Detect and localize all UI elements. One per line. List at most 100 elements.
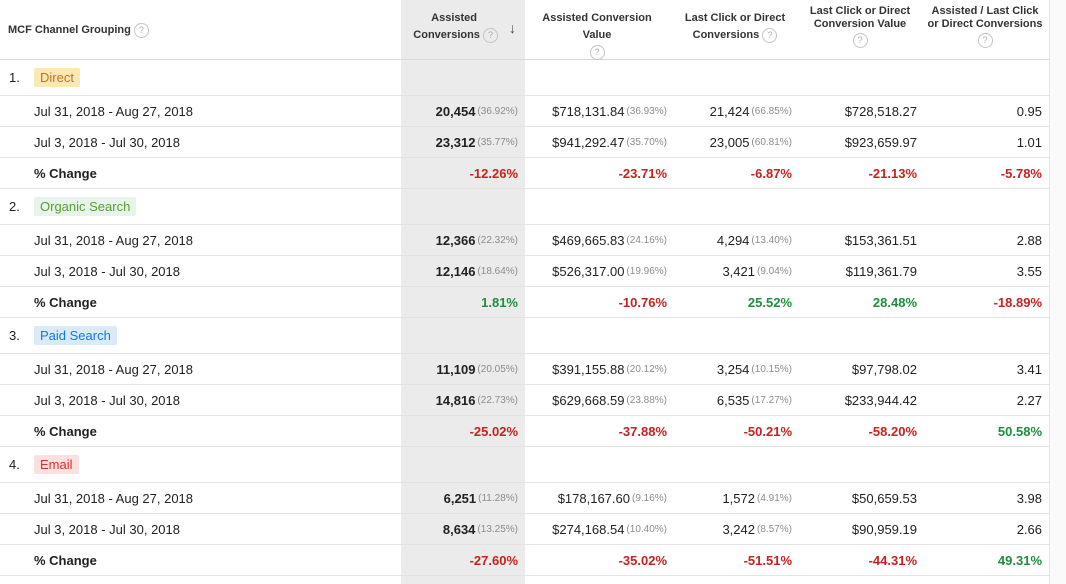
- value: 8,634: [442, 521, 476, 537]
- value: $629,668.59: [552, 392, 625, 408]
- header-assisted-conversions[interactable]: Assisted Conversions ?: [400, 10, 498, 44]
- value: 3.98: [1016, 490, 1042, 506]
- value: 0.95: [1016, 103, 1042, 119]
- table-row: Jul 3, 2018 - Jul 30, 2018 14,816 (22.73%)…: [0, 385, 1049, 416]
- date-range-label: Jul 3, 2018 - Jul 30, 2018: [34, 521, 180, 537]
- header-mcf-channel-grouping[interactable]: MCF Channel Grouping ?: [8, 22, 149, 39]
- value: -18.89%: [993, 294, 1042, 310]
- cell-lcc: 21,424 (66.85%): [675, 96, 792, 126]
- value: 23,312: [435, 134, 476, 150]
- channel-name[interactable]: Paid Search: [34, 326, 117, 345]
- cell-ac: 1.81%: [401, 287, 518, 317]
- cell-lcc: 3,421 (9.04%): [675, 256, 792, 286]
- cell-acv: $178,167.60 (9.16%): [525, 483, 667, 513]
- value: 50.58%: [997, 423, 1042, 439]
- help-icon[interactable]: ?: [977, 33, 993, 48]
- cell-lcv: $97,798.02: [800, 354, 917, 384]
- value: -25.02%: [469, 423, 518, 439]
- value: 23,005: [709, 134, 750, 150]
- percent-change-label: % Change: [34, 294, 97, 310]
- cell-lcv: $233,944.42: [800, 385, 917, 415]
- cell-ac: 11,109 (20.05%): [401, 354, 518, 384]
- percent-of-total: (24.16%): [626, 234, 667, 246]
- help-icon[interactable]: ?: [589, 44, 605, 60]
- value: 3.55: [1016, 263, 1042, 279]
- cell-ac: 8,634 (13.25%): [401, 514, 518, 544]
- value: 49.31%: [997, 552, 1042, 568]
- cell-ac: -27.60%: [401, 545, 518, 575]
- group-row[interactable]: 2. Organic Search: [0, 189, 1049, 225]
- help-icon[interactable]: ?: [852, 33, 868, 48]
- value: -58.20%: [868, 423, 917, 439]
- cell-ratio: 2.88: [925, 225, 1042, 255]
- value: 3,242: [722, 521, 755, 537]
- group-row[interactable]: 4. Email: [0, 447, 1049, 483]
- value: $97,798.02: [851, 361, 917, 377]
- cell-ratio: 0.95: [925, 96, 1042, 126]
- value: -12.26%: [469, 165, 518, 181]
- help-icon[interactable]: ?: [133, 22, 149, 38]
- help-icon[interactable]: ?: [762, 27, 778, 43]
- value: 2.27: [1016, 392, 1042, 408]
- group-row[interactable]: 1. Direct: [0, 60, 1049, 96]
- value: $274,168.54: [552, 521, 625, 537]
- cell-ratio: 3.41: [925, 354, 1042, 384]
- cell-lcv: $923,659.97: [800, 127, 917, 157]
- value: -51.51%: [743, 552, 792, 568]
- cell-ac: 14,816 (22.73%): [401, 385, 518, 415]
- cell-ac: -12.26%: [401, 158, 518, 188]
- channel-name[interactable]: Organic Search: [34, 197, 137, 216]
- help-icon[interactable]: ?: [483, 27, 498, 43]
- percent-of-total: (8.57%): [756, 523, 792, 535]
- value: $119,361.79: [845, 263, 917, 279]
- cell-ratio: 49.31%: [925, 545, 1042, 575]
- vertical-scrollbar[interactable]: [1049, 0, 1066, 584]
- date-range-label: Jul 3, 2018 - Jul 30, 2018: [34, 263, 180, 279]
- value: $391,155.88: [552, 361, 625, 377]
- value: 21,424: [709, 103, 750, 119]
- cell-acv: -10.76%: [525, 287, 667, 317]
- value: $923,659.97: [844, 134, 917, 150]
- percent-of-total: (20.12%): [626, 363, 667, 375]
- date-range-label: Jul 3, 2018 - Jul 30, 2018: [34, 392, 180, 408]
- cell-ac: 20,454 (36.92%): [401, 96, 518, 126]
- header-last-click-conversions[interactable]: Last Click or Direct Conversions ?: [684, 12, 786, 43]
- cell-acv: $941,292.47 (35.70%): [525, 127, 667, 157]
- cell-lcv: $153,361.51: [800, 225, 917, 255]
- value: -6.87%: [750, 165, 792, 181]
- cell-lcv: $50,659.53: [800, 483, 917, 513]
- value: $153,361.51: [844, 232, 917, 248]
- sorted-column-highlight: [401, 0, 525, 584]
- value: $50,659.53: [851, 490, 917, 506]
- channel-chip[interactable]: Paid Search: [34, 318, 117, 353]
- cell-acv: $629,668.59 (23.88%): [525, 385, 667, 415]
- sort-descending-icon[interactable]: ↓: [509, 20, 516, 36]
- cell-lcc: 6,535 (17.27%): [675, 385, 792, 415]
- table-header: MCF Channel Grouping ? Assisted Conversi…: [0, 0, 1049, 60]
- cell-lcc: -51.51%: [675, 545, 792, 575]
- percent-change-label: % Change: [34, 165, 97, 181]
- value: 1.81%: [481, 294, 518, 310]
- value: 6,535: [716, 392, 750, 408]
- percent-of-total: (35.77%): [477, 136, 518, 148]
- value: $941,292.47: [552, 134, 625, 150]
- table-row: Jul 3, 2018 - Jul 30, 2018 8,634 (13.25%) $…: [0, 514, 1049, 545]
- channel-chip[interactable]: Direct: [34, 60, 80, 95]
- table-row: Jul 31, 2018 - Aug 27, 2018 20,454 (36.92%…: [0, 96, 1049, 127]
- header-assisted-last-click-ratio[interactable]: Assisted / Last Click or Direct Conversi…: [925, 5, 1045, 48]
- table-row: Jul 31, 2018 - Aug 27, 2018 6,251 (11.28%)…: [0, 483, 1049, 514]
- channel-chip[interactable]: Email: [34, 447, 79, 482]
- header-assisted-conversion-value[interactable]: Assisted Conversion Value ?: [527, 10, 667, 61]
- header-last-click-conversion-value[interactable]: Last Click or Direct Conversion Value ?: [800, 5, 920, 48]
- value: 3,421: [722, 263, 755, 279]
- channel-name[interactable]: Direct: [34, 68, 80, 87]
- cell-acv: $718,131.84 (36.93%): [525, 96, 667, 126]
- table-row: Jul 3, 2018 - Jul 30, 2018 12,146 (18.64%)…: [0, 256, 1049, 287]
- channel-chip[interactable]: Organic Search: [34, 189, 137, 224]
- percent-change-label: % Change: [34, 423, 97, 439]
- percent-of-total: (13.25%): [477, 523, 518, 535]
- percent-of-total: (4.91%): [756, 492, 792, 504]
- group-row[interactable]: 3. Paid Search: [0, 318, 1049, 354]
- cell-acv: -35.02%: [525, 545, 667, 575]
- channel-name[interactable]: Email: [34, 455, 79, 474]
